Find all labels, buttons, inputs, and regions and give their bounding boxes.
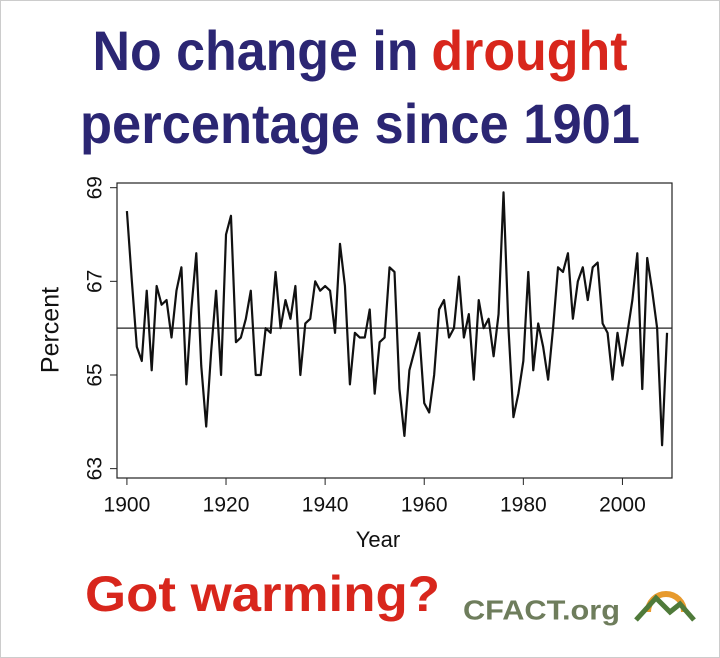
x-tick-label: 1980 <box>500 494 547 517</box>
plot-frame <box>116 182 673 479</box>
y-tick-label: 67 <box>84 270 107 293</box>
x-tick-label: 1940 <box>302 494 349 517</box>
logo <box>634 591 696 622</box>
title-line: percentage since 1901 <box>80 92 640 155</box>
slogan: Got warming? <box>85 566 440 622</box>
title-part: No change in <box>93 19 419 82</box>
x-tick-label: 1960 <box>401 494 448 517</box>
x-tick-label: 2000 <box>599 494 646 517</box>
title-part: percentage since 1901 <box>80 92 640 155</box>
y-tick-label: 63 <box>84 457 107 480</box>
x-tick-label: 1920 <box>203 494 250 517</box>
y-tick-label: 69 <box>84 176 107 199</box>
title-line: No change indrought <box>93 19 628 82</box>
x-axis-label: Year <box>356 527 400 552</box>
brand: CFACT.org <box>463 594 620 625</box>
y-tick-label: 65 <box>84 363 107 386</box>
y-axis-label: Percent <box>37 287 65 373</box>
title-part: drought <box>431 19 627 82</box>
data-line <box>125 191 669 447</box>
x-tick-label: 1900 <box>104 494 151 517</box>
